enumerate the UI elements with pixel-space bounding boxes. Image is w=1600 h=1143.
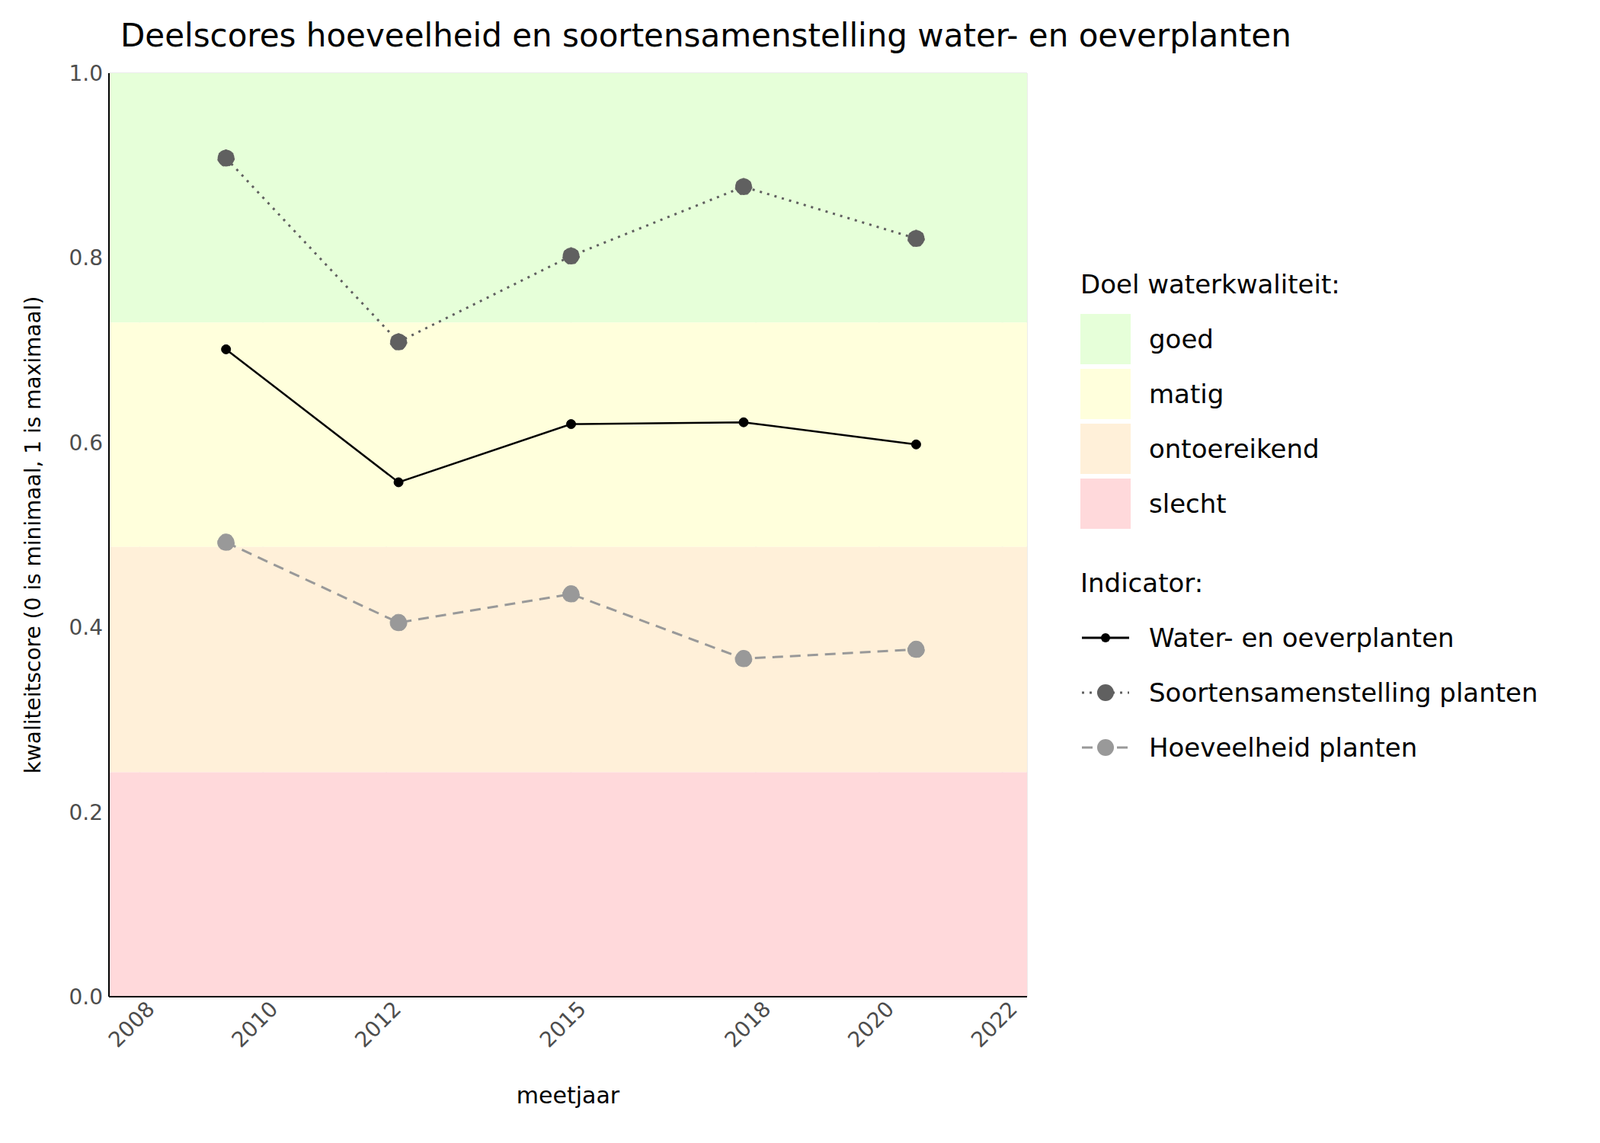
svg-text:0.2: 0.2 — [68, 800, 103, 826]
svg-text:2012: 2012 — [349, 996, 407, 1053]
svg-text:2015: 2015 — [534, 996, 592, 1053]
html-text:Doel waterkwaliteit:: Doel waterkwaliteit: — [1080, 268, 1340, 300]
html-text:matig: matig — [1148, 378, 1224, 410]
svg-text:0.0: 0.0 — [68, 984, 103, 1010]
svg-text:kwaliteitscore (0 is minimaal,: kwaliteitscore (0 is minimaal, 1 is maxi… — [20, 296, 46, 775]
html-text:slecht: slecht — [1148, 488, 1227, 519]
svg-text:2018: 2018 — [720, 996, 777, 1053]
html-text:ontoereikend: ontoereikend — [1148, 433, 1320, 464]
svg-text:0.8: 0.8 — [68, 245, 103, 271]
svg-text:2022: 2022 — [966, 996, 1023, 1053]
svg-text:2010: 2010 — [227, 996, 284, 1053]
html-text:Soortensamenstelling planten: Soortensamenstelling planten — [1148, 677, 1538, 708]
svg-text:0.6: 0.6 — [68, 430, 103, 456]
html-text:Water- en oeverplanten: Water- en oeverplanten — [1148, 622, 1455, 653]
svg-text:meetjaar: meetjaar — [516, 1081, 621, 1109]
html-text:Indicator:: Indicator: — [1080, 567, 1204, 599]
html-text:goed: goed — [1148, 323, 1214, 355]
html-text:Hoeveelheid planten: Hoeveelheid planten — [1148, 732, 1418, 763]
svg-text:0.4: 0.4 — [68, 614, 103, 640]
svg-text:2008: 2008 — [103, 996, 160, 1053]
svg-text:1.0: 1.0 — [68, 60, 103, 87]
html-text:Deelscores hoeveelheid en soor: Deelscores hoeveelheid en soortensamenst… — [120, 16, 1292, 55]
svg-text:2020: 2020 — [842, 996, 900, 1053]
